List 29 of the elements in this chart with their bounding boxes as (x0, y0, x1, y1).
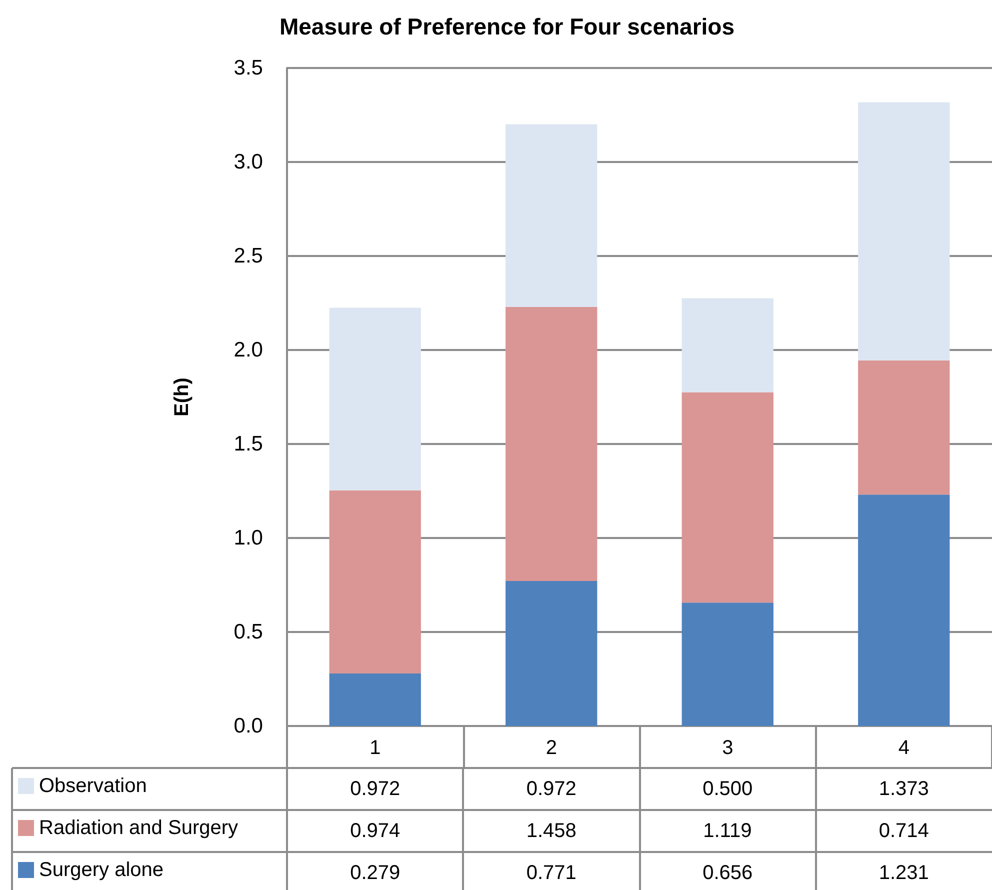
y-tick-label: 1.0 (234, 526, 263, 550)
x-tick-label: 2 (546, 737, 557, 759)
y-tick-label: 0.5 (234, 620, 263, 644)
data-label: 1.373 (878, 778, 929, 800)
y-tick-label: 1.5 (234, 432, 263, 456)
legend-label: Observation (39, 775, 147, 797)
data-label: 0.656 (702, 862, 753, 884)
data-label: 0.972 (526, 778, 576, 800)
chart-title: Measure of Preference for Four scenarios (279, 14, 735, 40)
data-label: 0.972 (350, 778, 400, 800)
legend-label: Radiation and Surgery (39, 817, 238, 839)
legend-label: Surgery alone (39, 859, 164, 881)
data-label: 0.974 (350, 820, 400, 842)
y-tick-label: 2.0 (234, 338, 263, 362)
y-tick-label: 3.5 (234, 56, 263, 80)
y-axis-title: E(h) (171, 378, 193, 416)
data-label: 1.119 (703, 820, 752, 842)
data-label: 0.279 (350, 862, 400, 884)
data-label: 0.714 (878, 820, 929, 842)
y-tick-label: 0.0 (234, 714, 263, 738)
x-tick-label: 3 (722, 737, 734, 759)
data-label: 0.771 (526, 862, 576, 884)
y-tick-label: 3.0 (234, 150, 263, 174)
data-label: 1.231 (878, 862, 929, 884)
data-label: 1.458 (526, 820, 576, 842)
x-tick-label: 4 (898, 737, 910, 759)
data-label: 0.500 (702, 778, 753, 800)
x-tick-label: 1 (370, 737, 381, 759)
y-tick-label: 2.5 (234, 244, 263, 268)
